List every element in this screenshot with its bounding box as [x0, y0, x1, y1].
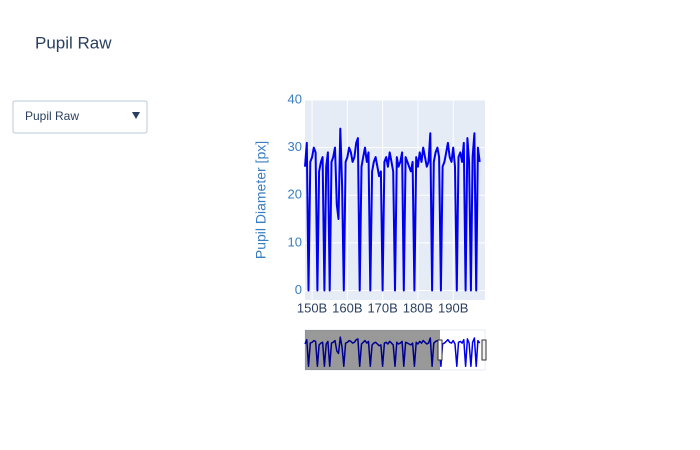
x-tick-label: 160B [332, 300, 362, 315]
line [304, 127, 481, 292]
x-tick-label: 180B [403, 300, 433, 315]
x-tick-label: 190B [438, 300, 468, 315]
slider-handle[interactable] [481, 339, 487, 361]
slider-line [304, 336, 481, 368]
x-tick-label: 150B [297, 300, 327, 315]
y-tick-label: 20 [288, 187, 302, 202]
chart-title: Pupil Raw [35, 33, 112, 52]
slider-mask [305, 330, 440, 370]
dropdown-box[interactable] [12, 100, 148, 134]
y-tick-label: 10 [288, 234, 302, 249]
dropdown-label[interactable]: Pupil Raw [25, 109, 79, 123]
dropdown-arrow[interactable] [132, 112, 140, 119]
dropdown[interactable]: Pupil Raw [12, 100, 148, 134]
y-tick-label: 40 [288, 91, 302, 106]
y-tick-label: 30 [288, 139, 302, 154]
slider-handle[interactable] [437, 339, 443, 361]
y-axis-label: Pupil Diameter [px] [253, 141, 269, 259]
x-tick-label: 170B [367, 300, 397, 315]
y-tick-label: 0 [295, 282, 302, 297]
